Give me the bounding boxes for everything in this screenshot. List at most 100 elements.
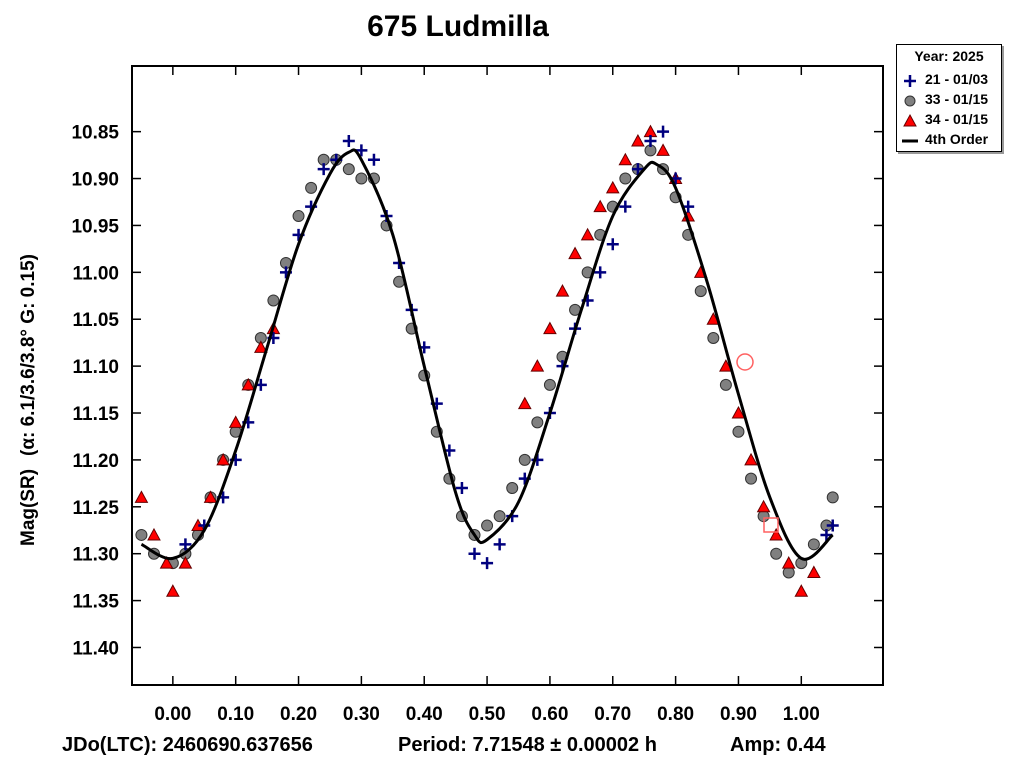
x-tick-label: 1.00 (783, 704, 820, 725)
y-tick-label: 11.15 (73, 404, 120, 425)
data-point-triangle (756, 499, 771, 513)
data-point-triangle (605, 180, 620, 194)
x-axis-ticks: 0.00 0.10 0.20 0.30 0.40 0.50 0.60 0.70 0.80 0.90… (154, 66, 820, 725)
data-point-circle (518, 453, 531, 466)
legend-item-21: 21 - 01/03 (901, 71, 1001, 89)
data-point-triangle (769, 527, 784, 541)
data-point-plus (342, 135, 355, 148)
data-point-circle (694, 285, 707, 298)
data-point-circle (342, 163, 355, 176)
data-point-circle (493, 510, 506, 523)
data-point-plus (493, 538, 506, 551)
data-point-plus (317, 163, 330, 176)
y-axis-label-main: Mag(SR) (18, 469, 39, 546)
data-point-circle (782, 566, 795, 579)
data-point-triangle (781, 556, 796, 569)
highlight-circle-marker (736, 353, 754, 371)
legend-title: Year: 2025 (914, 48, 984, 64)
data-point-circle (135, 528, 148, 541)
fit-curve-4th-order (140, 148, 834, 561)
data-point-circle (770, 547, 783, 560)
x-tick-label: 0.00 (154, 704, 191, 725)
data-point-triangle (794, 584, 809, 597)
footer-amp: Amp: 0.44 (730, 734, 826, 756)
x-tick-label: 0.80 (657, 704, 694, 725)
data-point-triangle (618, 152, 633, 166)
data-point-circle (292, 210, 305, 223)
data-point-triangle (555, 284, 570, 297)
footer-jd: JDo(LTC): 2460690.637656 (62, 734, 313, 756)
data-point-circle (826, 491, 839, 504)
data-point-triangle (530, 359, 545, 372)
data-point-plus (594, 266, 607, 279)
y-tick-label: 11.30 (73, 545, 120, 566)
legend: Year: 2025 21 - 01/03 33 - 01/15 34 - 01… (896, 44, 1002, 152)
data-point-triangle (216, 452, 230, 466)
data-point-circle (267, 294, 280, 307)
data-point-circle (807, 538, 820, 551)
data-point-plus (644, 135, 657, 148)
y-tick-label: 11.00 (73, 263, 120, 284)
y-tick-label: 11.40 (73, 638, 120, 659)
data-point-plus (367, 153, 380, 166)
data-point-triangle (656, 143, 670, 156)
data-point-circle (719, 378, 732, 391)
data-point-plus (468, 547, 481, 560)
data-point-triangle (744, 452, 758, 466)
data-point-triangle (807, 565, 821, 578)
y-tick-label: 11.25 (73, 498, 120, 519)
x-tick-label: 0.60 (531, 704, 568, 725)
data-point-circle (707, 331, 720, 344)
x-tick-label: 0.20 (280, 704, 317, 725)
plot-frame (131, 65, 884, 686)
data-point-plus (619, 200, 632, 213)
legend-label: 33 - 01/15 (925, 91, 989, 107)
footer-period: Period: 7.71548 ± 0.00002 h (398, 734, 657, 756)
chart-title: 675 Ludmilla (367, 10, 549, 43)
data-point-circle (355, 172, 368, 185)
data-point-plus (179, 538, 192, 551)
data-point-triangle (568, 246, 582, 260)
data-point-triangle (134, 490, 149, 503)
plus-marker-icon (904, 75, 916, 87)
data-point-triangle (166, 584, 180, 597)
legend-item-fit: 4th Order (901, 131, 1001, 149)
data-point-plus (355, 144, 368, 157)
data-point-plus (481, 557, 494, 570)
data-point-triangle (731, 405, 746, 419)
y-axis-label-params: (α: 6.1/3.6/3.8° G: 0.15) (18, 254, 39, 456)
data-point-triangle (517, 396, 532, 410)
data-point-circle (619, 172, 632, 185)
x-tick-label: 0.70 (594, 704, 631, 725)
data-point-triangle (159, 556, 174, 569)
data-point-plus (455, 482, 468, 495)
legend-label: 4th Order (925, 131, 989, 147)
x-tick-label: 0.40 (406, 704, 443, 725)
data-point-plus (631, 163, 644, 176)
data-point-circle (506, 482, 519, 495)
data-point-circle (481, 519, 494, 532)
data-point-circle (732, 425, 745, 438)
y-axis-ticks: 10.85 10.90 10.95 11.00 11.05 11.10 11.15 11.20… (71, 123, 883, 659)
y-tick-label: 10.90 (71, 170, 119, 191)
series-33-points (135, 144, 839, 579)
circle-marker-icon (904, 95, 916, 107)
y-tick-label: 11.35 (73, 592, 120, 613)
data-point-circle (531, 416, 544, 429)
y-axis-label: Mag(SR) (α: 6.1/3.6/3.8° G: 0.15) (18, 254, 39, 546)
series-34-points (134, 124, 821, 597)
legend-label: 34 - 01/15 (925, 111, 989, 127)
data-point-triangle (631, 133, 645, 147)
line-marker-icon (902, 139, 918, 143)
data-point-plus (826, 519, 839, 532)
data-point-triangle (543, 321, 557, 335)
legend-item-34: 34 - 01/15 (901, 111, 1001, 129)
legend-label: 21 - 01/03 (925, 71, 989, 87)
x-tick-label: 0.30 (343, 704, 380, 725)
series-21-points (179, 125, 839, 570)
legend-item-33: 33 - 01/15 (901, 91, 1001, 109)
data-point-triangle (253, 340, 268, 353)
x-tick-label: 0.50 (469, 704, 506, 725)
triangle-marker-icon (903, 113, 917, 127)
